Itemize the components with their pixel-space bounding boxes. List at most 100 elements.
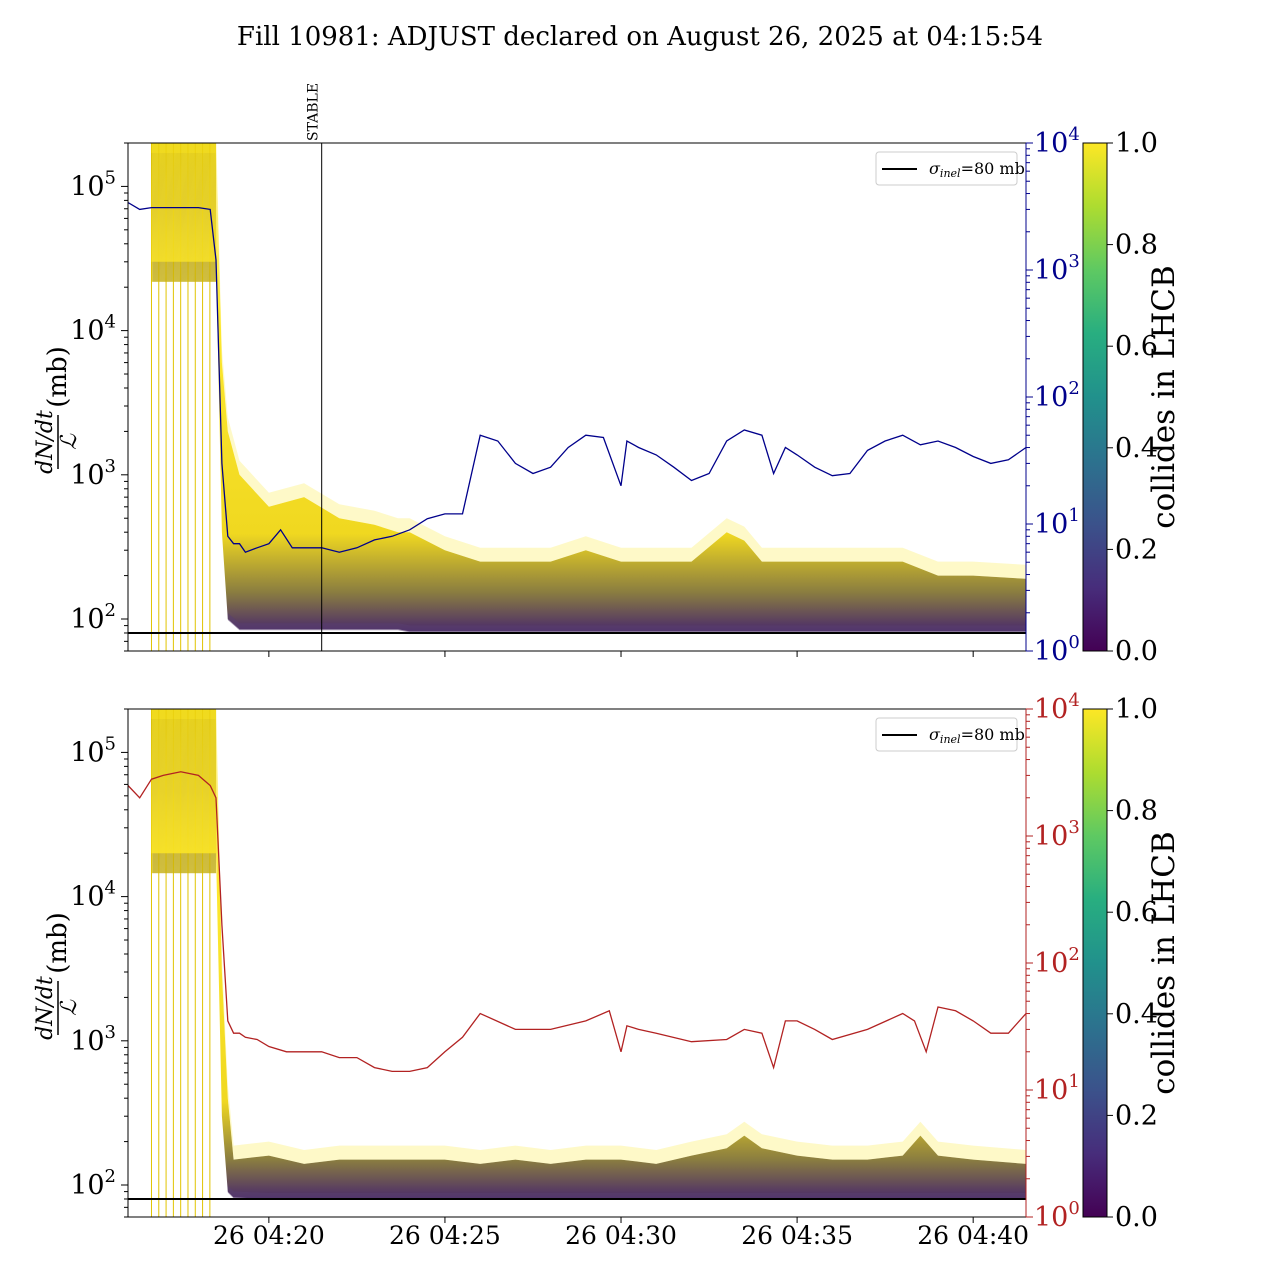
y-tick-label: 104	[70, 312, 116, 347]
y-tick-base: 10	[70, 1026, 104, 1057]
colorbar: 0.0 0.2 0.4 0.6 0.8 1.0 collides in LHCB	[1082, 694, 1182, 1233]
envelope-band	[151, 143, 1026, 632]
figure-title: Fill 10981: ADJUST declared on August 26…	[237, 22, 1043, 52]
colorbar-tick-label: 1.0	[1115, 128, 1158, 159]
colorbar-tick-label: 0.6	[1115, 331, 1158, 362]
y2-tick-label: 102	[1034, 378, 1080, 413]
y2-tick-base: 10	[1034, 128, 1068, 159]
y2-series-line	[128, 201, 1026, 553]
y2-tick-label: 103	[1034, 817, 1080, 852]
y2-tick-label: 101	[1034, 1071, 1080, 1106]
legend-label-main: σ	[929, 159, 941, 178]
y2-tick-label: 100	[1034, 632, 1080, 667]
y2-tick-base: 10	[1034, 382, 1068, 413]
y-tick-base: 10	[70, 171, 104, 202]
axes-frame	[127, 708, 1027, 1218]
colorbar-label: collides in LHCB	[1146, 831, 1182, 1095]
colorbar-tick-label: 0.4	[1115, 999, 1158, 1030]
y-label-unit: (mb)	[43, 346, 73, 408]
y2-tick-label: 100	[1034, 1198, 1080, 1233]
y2-tick-label: 104	[1034, 124, 1080, 159]
y-tick-base: 10	[70, 882, 104, 913]
y-tick-exponent: 2	[105, 1166, 116, 1187]
y-tick-exponent: 5	[105, 733, 116, 754]
colorbar: 0.0 0.2 0.4 0.6 0.8 1.0 collides in LHCB	[1082, 128, 1182, 667]
colorbar-tick-label: 0.0	[1115, 636, 1158, 667]
y2-tick-base: 10	[1034, 255, 1068, 286]
legend-label-rest: =80 mb	[961, 159, 1025, 178]
y2-tick-exponent: 2	[1068, 378, 1079, 399]
legend: σinel=80 mb	[875, 151, 1025, 186]
colorbar-tick-label: 0.0	[1115, 1202, 1158, 1233]
x-tick-label: 26 04:40	[917, 1221, 1029, 1250]
y-label-denominator: ℒ	[57, 999, 82, 1016]
legend-box	[875, 151, 1018, 186]
y-tick-exponent: 3	[105, 456, 116, 477]
legend-label: σinel=80 mb	[929, 159, 1025, 180]
y-axis-label: dN/dt ℒ (mb)	[33, 912, 82, 1040]
y-tick-base: 10	[70, 604, 104, 635]
y2-tick-label: 101	[1034, 505, 1080, 540]
y2-tick-label: 104	[1034, 690, 1080, 725]
colorbar-tick-label: 0.8	[1115, 796, 1158, 827]
legend: σinel=80 mb	[875, 717, 1025, 752]
y2-tick-base: 10	[1034, 509, 1068, 540]
y2-tick-base: 10	[1034, 948, 1068, 979]
legend-label-rest: =80 mb	[961, 725, 1025, 744]
annotation-label: STABLE	[306, 83, 322, 141]
y-tick-exponent: 4	[105, 312, 116, 333]
legend-label-sub: inel	[940, 733, 961, 746]
y2-tick-base: 10	[1034, 636, 1068, 667]
y-tick-base: 10	[70, 460, 104, 491]
y-tick-label: 102	[70, 600, 116, 635]
envelope-floor	[227, 613, 1026, 633]
y2-tick-label: 103	[1034, 251, 1080, 286]
x-tick-label: 26 04:25	[389, 1221, 501, 1250]
colorbar-label: collides in LHCB	[1146, 265, 1182, 529]
y-label-denominator: ℒ	[57, 433, 82, 450]
legend-box	[875, 717, 1018, 752]
x-tick-label: 26 04:20	[213, 1221, 325, 1250]
envelope-fringe	[151, 709, 1026, 1164]
y-tick-label: 105	[70, 167, 116, 202]
y-tick-exponent: 2	[105, 600, 116, 621]
legend-label-sub: inel	[940, 167, 961, 180]
y2-series-line	[128, 771, 1026, 1073]
colorbar-tick-label: 0.6	[1115, 897, 1158, 928]
envelope-band	[151, 709, 1026, 1199]
y-tick-label: 102	[70, 1166, 116, 1201]
colorbar-gradient	[1082, 708, 1108, 1218]
legend-label-main: σ	[929, 725, 941, 744]
y-tick-label: 104	[70, 878, 116, 913]
colorbar-gradient	[1082, 142, 1108, 652]
y2-tick-exponent: 0	[1068, 632, 1079, 653]
y2-tick-base: 10	[1034, 694, 1068, 725]
x-tick-label: 26 04:30	[565, 1221, 677, 1250]
y2-tick-exponent: 3	[1068, 251, 1079, 272]
y-tick-base: 10	[70, 737, 104, 768]
y-tick-exponent: 5	[105, 167, 116, 188]
envelope-floor	[227, 1185, 1026, 1200]
colorbar-tick-label: 0.8	[1115, 230, 1158, 261]
legend-label: σinel=80 mb	[929, 725, 1025, 746]
y2-tick-exponent: 1	[1068, 1071, 1079, 1092]
y-tick-label: 105	[70, 733, 116, 768]
y2-tick-exponent: 4	[1068, 690, 1079, 711]
colorbar-tick-label: 1.0	[1115, 694, 1158, 725]
y-label-unit: (mb)	[43, 912, 73, 974]
x-ticks	[268, 651, 974, 657]
y-label-numerator: dN/dt	[33, 410, 58, 474]
colorbar-tick-label: 0.2	[1115, 1100, 1158, 1131]
x-ticks: 26 04:20 26 04:25 26 04:30 26 04:35 26 04:40	[213, 1217, 1029, 1250]
x-tick-label: 26 04:35	[741, 1221, 853, 1250]
y2-tick-exponent: 1	[1068, 505, 1079, 526]
y2-tick-exponent: 4	[1068, 124, 1079, 145]
y2-tick-exponent: 0	[1068, 1198, 1079, 1219]
colorbar-tick-label: 0.2	[1115, 534, 1158, 565]
y2-tick-label: 102	[1034, 944, 1080, 979]
